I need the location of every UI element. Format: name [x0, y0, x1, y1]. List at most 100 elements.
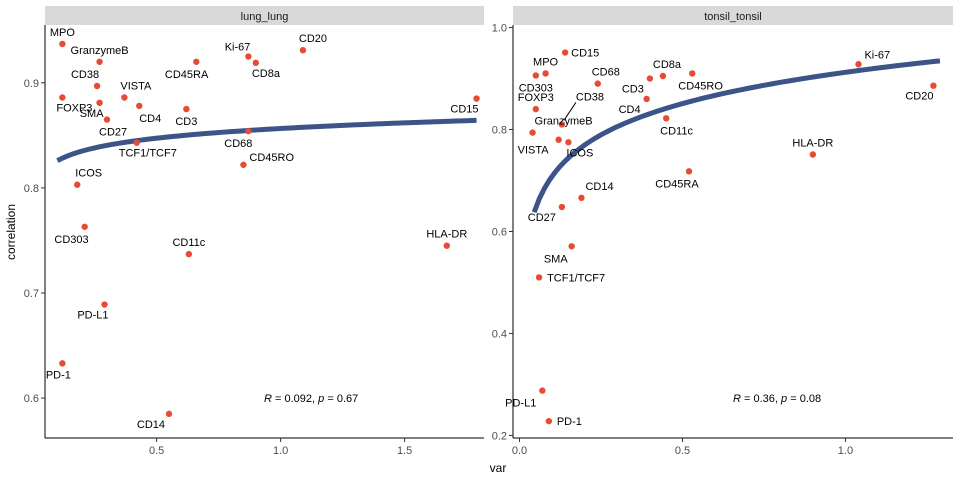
tonsil-x-tick-label: 1.0 — [838, 445, 853, 457]
tonsil-point-label-sma: SMA — [544, 253, 569, 265]
lung-point-label-cd303: CD303 — [54, 234, 88, 246]
lung-point-cd4 — [136, 102, 143, 110]
lung-point-mpo — [59, 40, 66, 48]
tonsil-y-tick-label: 0.6 — [492, 227, 507, 239]
lung-point-sma — [96, 99, 103, 106]
lung-point-cd303 — [81, 223, 88, 230]
tonsil-point-cd4 — [643, 95, 650, 103]
lung-point-label-pd-l1: PD-L1 — [77, 310, 108, 322]
tonsil-point-label-pd-1: PD-1 — [557, 416, 582, 428]
tonsil-point-cd68 — [594, 80, 601, 87]
lung-point-cd38 — [93, 82, 101, 90]
tonsil-point-tcf1-tcf7 — [535, 274, 543, 281]
x-axis-title: var — [490, 461, 507, 475]
lung-point-label-vista: VISTA — [120, 81, 152, 93]
lung-point-label-cd3: CD3 — [175, 116, 197, 128]
lung-point-label-cd38: CD38 — [71, 69, 99, 81]
lung-point-pd-1 — [59, 360, 66, 367]
tonsil-x-tick-label: 0.5 — [675, 445, 690, 457]
tonsil-point-label-pd-l1: PD-L1 — [505, 398, 536, 410]
lung-point-label-cd68: CD68 — [224, 138, 252, 150]
lung-point-label-mpo: MPO — [50, 27, 76, 39]
panel-tonsil: tonsil_tonsil 0.2 0.4 0.6 0.8 1.0 0.0 0.5 1.0 CD… — [492, 6, 953, 457]
lung-point-label-foxp3: FOXP3 — [56, 103, 92, 115]
tonsil-y-tick-label: 1.0 — [492, 23, 507, 35]
lung-point-label-granzymeb: GranzymeB — [71, 45, 129, 57]
tonsil-point-mpo — [542, 70, 549, 77]
lung-point-tcf1-tcf7 — [133, 139, 140, 146]
lung-stat-annotation: R = 0.092, p = 0.67 — [264, 393, 358, 405]
tonsil-point-ki-67 — [855, 61, 862, 68]
tonsil-r-value: 0.36 — [754, 393, 775, 405]
tonsil-point-label-cd20: CD20 — [905, 91, 933, 103]
tonsil-point-cd3 — [646, 75, 654, 82]
tonsil-point-foxp3 — [532, 105, 540, 113]
tonsil-point-sma — [568, 243, 575, 250]
tonsil-point-granzymeb — [529, 129, 536, 136]
lung-y-tick-label: 0.6 — [24, 393, 39, 405]
tonsil-point-label-cd27: CD27 — [528, 212, 556, 224]
tonsil-point-label-hla-dr: HLA-DR — [792, 138, 833, 150]
lung-y-tick-label: 0.8 — [24, 183, 39, 195]
tonsil-point-icos — [565, 139, 572, 146]
tonsil-point-label-mpo: MPO — [533, 56, 559, 68]
lung-point-label-pd-1: PD-1 — [46, 369, 71, 381]
tonsil-strip-title: tonsil_tonsil — [704, 11, 761, 23]
lung-point-label-cd45ra: CD45RA — [165, 69, 209, 81]
panel-lung: lung_lung 0.6 0.7 0.8 0.9 0.5 1.0 1.5 MPO Granzy… — [24, 6, 484, 457]
tonsil-point-cd45ra — [685, 168, 693, 175]
tonsil-point-cd27 — [558, 203, 566, 211]
lung-r-value: 0.092 — [285, 393, 313, 405]
tonsil-point-cd14 — [578, 194, 585, 202]
tonsil-point-vista — [555, 136, 562, 143]
lung-point-hla-dr — [443, 242, 450, 249]
tonsil-point-label-cd45ro: CD45RO — [678, 80, 723, 92]
tonsil-point-label-tcf1-tcf7: TCF1/TCF7 — [547, 272, 605, 284]
lung-point-cd11c — [185, 250, 193, 258]
y-axis-title: correlation — [4, 204, 18, 260]
tonsil-point-label-cd45ra: CD45RA — [655, 178, 699, 190]
lung-point-cd15 — [473, 95, 480, 102]
tonsil-point-label-cd15: CD15 — [571, 48, 599, 60]
tonsil-point-cd38 — [558, 121, 566, 128]
tonsil-p-value: 0.08 — [800, 393, 821, 405]
lung-point-cd45ra — [193, 58, 200, 65]
lung-y-tick-label: 0.9 — [24, 78, 39, 90]
lung-point-cd14 — [165, 410, 173, 418]
tonsil-fit-curve — [531, 58, 941, 214]
lung-point-label-cd14: CD14 — [137, 419, 165, 431]
lung-p-value: 0.67 — [337, 393, 358, 405]
lung-x-tick-label: 0.5 — [149, 445, 164, 457]
tonsil-point-pd-1 — [545, 417, 553, 425]
tonsil-point-label-cd8a: CD8a — [653, 59, 682, 71]
tonsil-point-label-cd68: CD68 — [592, 67, 620, 79]
lung-point-label-cd20: CD20 — [299, 33, 327, 45]
tonsil-stat-annotation: R = 0.36, p = 0.08 — [733, 393, 821, 405]
lung-point-granzymeb — [96, 58, 103, 65]
tonsil-point-cd15 — [561, 49, 569, 56]
tonsil-point-cd45ro — [689, 70, 696, 77]
lung-point-label-cd4: CD4 — [139, 113, 161, 125]
lung-point-cd68 — [245, 127, 252, 135]
lung-point-vista — [121, 94, 128, 101]
lung-point-label-hla-dr: HLA-DR — [426, 229, 467, 241]
tonsil-point-cd8a — [659, 72, 667, 80]
lung-point-pd-l1 — [101, 301, 108, 308]
tonsil-y-tick-label: 0.8 — [492, 125, 507, 137]
lung-y-tick-label: 0.7 — [24, 288, 39, 300]
tonsil-y-tick-label: 0.2 — [492, 430, 507, 442]
lung-point-label-cd11c: CD11c — [172, 237, 205, 249]
tonsil-point-label-granzymeb: GranzymeB — [535, 116, 593, 128]
tonsil-point-cd20 — [930, 82, 937, 89]
lung-point-icos — [74, 181, 81, 188]
lung-point-label-cd15: CD15 — [450, 104, 478, 116]
tonsil-point-hla-dr — [809, 151, 817, 158]
tonsil-leader-cd38 — [563, 102, 577, 121]
lung-plot-body: 0.6 0.7 0.8 0.9 0.5 1.0 1.5 MPO GranzymeB CD38 VIS… — [24, 25, 484, 457]
lung-point-cd8a — [252, 59, 260, 67]
lung-point-foxp3 — [59, 94, 66, 101]
tonsil-x-tick-label: 0.0 — [512, 445, 527, 457]
lung-point-label-ki-67: Ki-67 — [225, 42, 251, 54]
tonsil-point-pd-l1 — [539, 387, 546, 394]
